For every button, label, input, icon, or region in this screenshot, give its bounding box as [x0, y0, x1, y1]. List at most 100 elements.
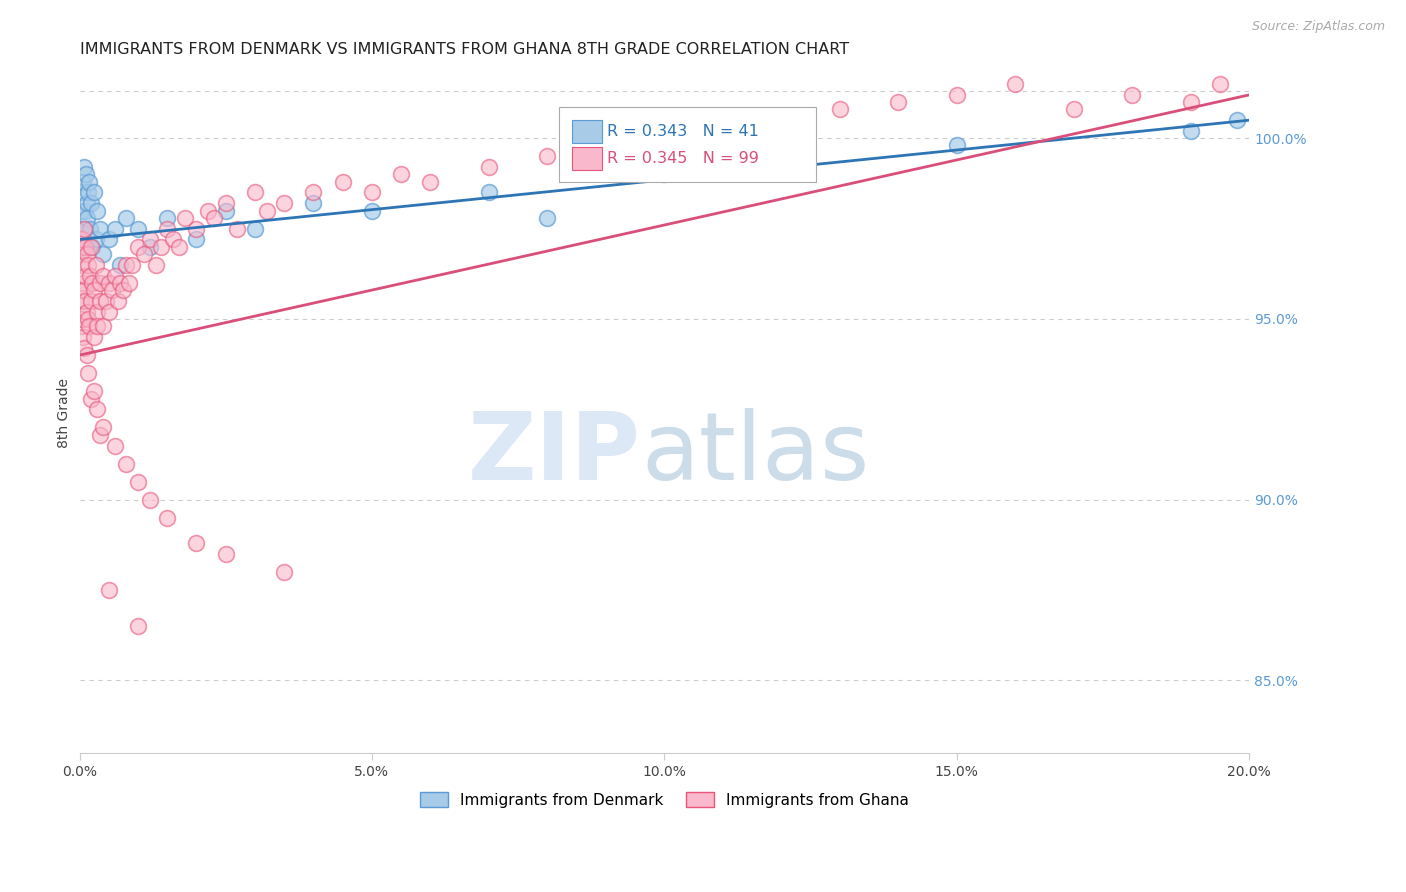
Point: [72, 175, 94, 189]
Point: [127, 240, 149, 254]
Point: [273, 196, 295, 211]
Point: [89, 293, 111, 308]
Point: [1004, 77, 1026, 91]
Point: [83, 330, 105, 344]
Point: [361, 186, 384, 200]
Point: [1180, 124, 1202, 138]
Point: [91, 420, 114, 434]
Point: [76, 247, 98, 261]
Point: [145, 258, 167, 272]
Point: [70, 186, 93, 200]
Point: [104, 438, 127, 452]
Point: [127, 221, 149, 235]
Point: [478, 160, 501, 174]
Point: [118, 276, 141, 290]
Point: [77, 258, 100, 272]
Point: [115, 457, 138, 471]
Point: [1063, 103, 1085, 117]
Point: [197, 203, 219, 218]
Point: [156, 510, 179, 524]
Point: [91, 247, 114, 261]
FancyBboxPatch shape: [572, 120, 602, 144]
Point: [215, 547, 238, 561]
Point: [110, 258, 132, 272]
Point: [110, 276, 132, 290]
Point: [72, 312, 94, 326]
Point: [419, 175, 441, 189]
Point: [89, 427, 111, 442]
Point: [115, 258, 138, 272]
Point: [945, 138, 967, 153]
Point: [104, 268, 127, 283]
Point: [72, 232, 94, 246]
Point: [76, 211, 98, 225]
Point: [91, 319, 114, 334]
Point: [69, 293, 91, 308]
Point: [186, 536, 208, 550]
Point: [73, 341, 96, 355]
Point: [76, 196, 98, 211]
Point: [86, 203, 108, 218]
Legend: Immigrants from Denmark, Immigrants from Ghana: Immigrants from Denmark, Immigrants from…: [413, 786, 915, 814]
Point: [302, 196, 325, 211]
Point: [79, 221, 101, 235]
Point: [73, 203, 96, 218]
Point: [1180, 95, 1202, 109]
Point: [75, 240, 97, 254]
Point: [72, 221, 94, 235]
Point: [70, 240, 93, 254]
Point: [121, 258, 143, 272]
Point: [186, 232, 208, 246]
Point: [536, 149, 558, 163]
Point: [945, 87, 967, 102]
Point: [478, 186, 501, 200]
Point: [69, 203, 91, 218]
Point: [91, 268, 114, 283]
Point: [887, 95, 910, 109]
Point: [273, 565, 295, 579]
Point: [115, 211, 138, 225]
Point: [73, 160, 96, 174]
Point: [1226, 113, 1249, 128]
Point: [97, 232, 120, 246]
Point: [97, 276, 120, 290]
Point: [82, 240, 104, 254]
Point: [138, 492, 160, 507]
Point: [80, 240, 103, 254]
Point: [256, 203, 278, 218]
Point: [162, 232, 184, 246]
Point: [652, 131, 675, 145]
Point: [70, 283, 93, 297]
Text: atlas: atlas: [641, 408, 869, 500]
Point: [536, 211, 558, 225]
Point: [77, 366, 100, 380]
Point: [70, 319, 93, 334]
Point: [711, 124, 734, 138]
Point: [83, 186, 105, 200]
Point: [243, 186, 266, 200]
Point: [770, 113, 793, 128]
Point: [83, 384, 105, 399]
Point: [80, 293, 103, 308]
Point: [84, 258, 107, 272]
Point: [132, 247, 155, 261]
Point: [69, 232, 91, 246]
Point: [302, 186, 325, 200]
Point: [86, 402, 108, 417]
Point: [72, 232, 94, 246]
Point: [75, 293, 97, 308]
Point: [79, 268, 101, 283]
Point: [173, 211, 195, 225]
Point: [76, 348, 98, 362]
FancyBboxPatch shape: [560, 107, 817, 182]
Point: [112, 283, 135, 297]
Point: [127, 619, 149, 633]
Point: [73, 268, 96, 283]
Point: [76, 186, 98, 200]
Point: [186, 221, 208, 235]
Point: [86, 305, 108, 319]
Point: [104, 221, 127, 235]
Point: [127, 475, 149, 489]
Point: [361, 203, 384, 218]
Point: [97, 305, 120, 319]
